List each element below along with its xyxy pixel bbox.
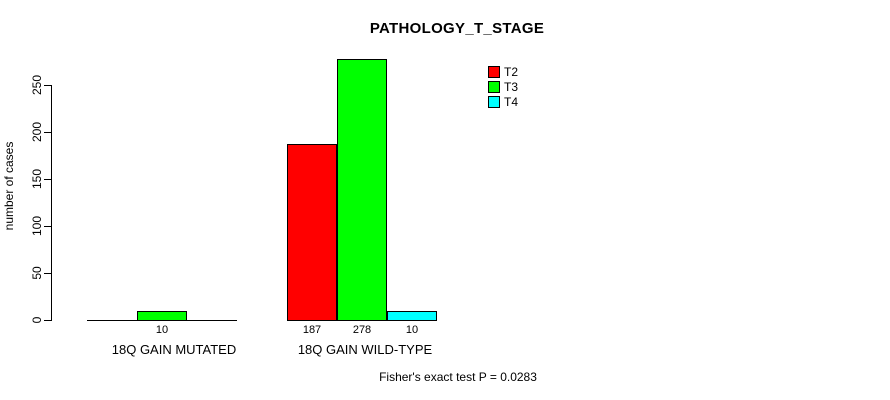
legend-label-t4: T4 <box>504 95 519 109</box>
bar-value-label: 10 <box>405 324 419 336</box>
y-axis-tick <box>44 132 52 133</box>
y-axis-tick-label: 50 <box>30 266 44 280</box>
y-axis-tick <box>44 85 52 86</box>
bar-t2-18q-gain-mutated <box>87 320 137 321</box>
y-axis-tick-label: 100 <box>30 215 44 237</box>
y-axis-line <box>51 85 52 321</box>
x-category-label-18q-gain-wild-type: 18Q GAIN WILD-TYPE <box>297 342 433 357</box>
legend-label-t2: T2 <box>504 65 519 79</box>
legend-item-t3: T3 <box>488 81 528 93</box>
legend-label-t3: T3 <box>504 80 519 94</box>
legend-item-t4: T4 <box>488 96 528 108</box>
y-axis-tick-label: 250 <box>30 74 44 96</box>
x-category-label-18q-gain-mutated: 18Q GAIN MUTATED <box>111 342 237 357</box>
statistical-test-annotation: Fisher's exact test P = 0.0283 <box>379 370 537 384</box>
y-axis-tick-label: 0 <box>30 316 44 324</box>
legend-swatch-t4 <box>488 96 500 108</box>
legend-item-t2: T2 <box>488 66 528 78</box>
bar-value-label: 10 <box>155 324 169 336</box>
y-axis-tick <box>44 273 52 274</box>
legend-swatch-t3 <box>488 81 500 93</box>
chart-title: PATHOLOGY_T_STAGE <box>369 20 545 37</box>
bar-value-label: 278 <box>352 324 372 336</box>
y-axis-label: number of cases <box>2 141 16 231</box>
y-axis-tick <box>44 320 52 321</box>
y-axis-tick-label: 150 <box>30 168 44 190</box>
bar-t2-18q-gain-wild-type <box>287 144 337 321</box>
legend-swatch-t2 <box>488 66 500 78</box>
bar-value-label: 187 <box>302 324 322 336</box>
bar-t4-18q-gain-wild-type <box>387 311 437 321</box>
y-axis-tick <box>44 179 52 180</box>
bar-t3-18q-gain-mutated <box>137 311 187 321</box>
bar-t3-18q-gain-wild-type <box>337 59 387 321</box>
bar-t4-18q-gain-mutated <box>187 320 237 321</box>
y-axis-tick-label: 200 <box>30 121 44 143</box>
y-axis-tick <box>44 226 52 227</box>
